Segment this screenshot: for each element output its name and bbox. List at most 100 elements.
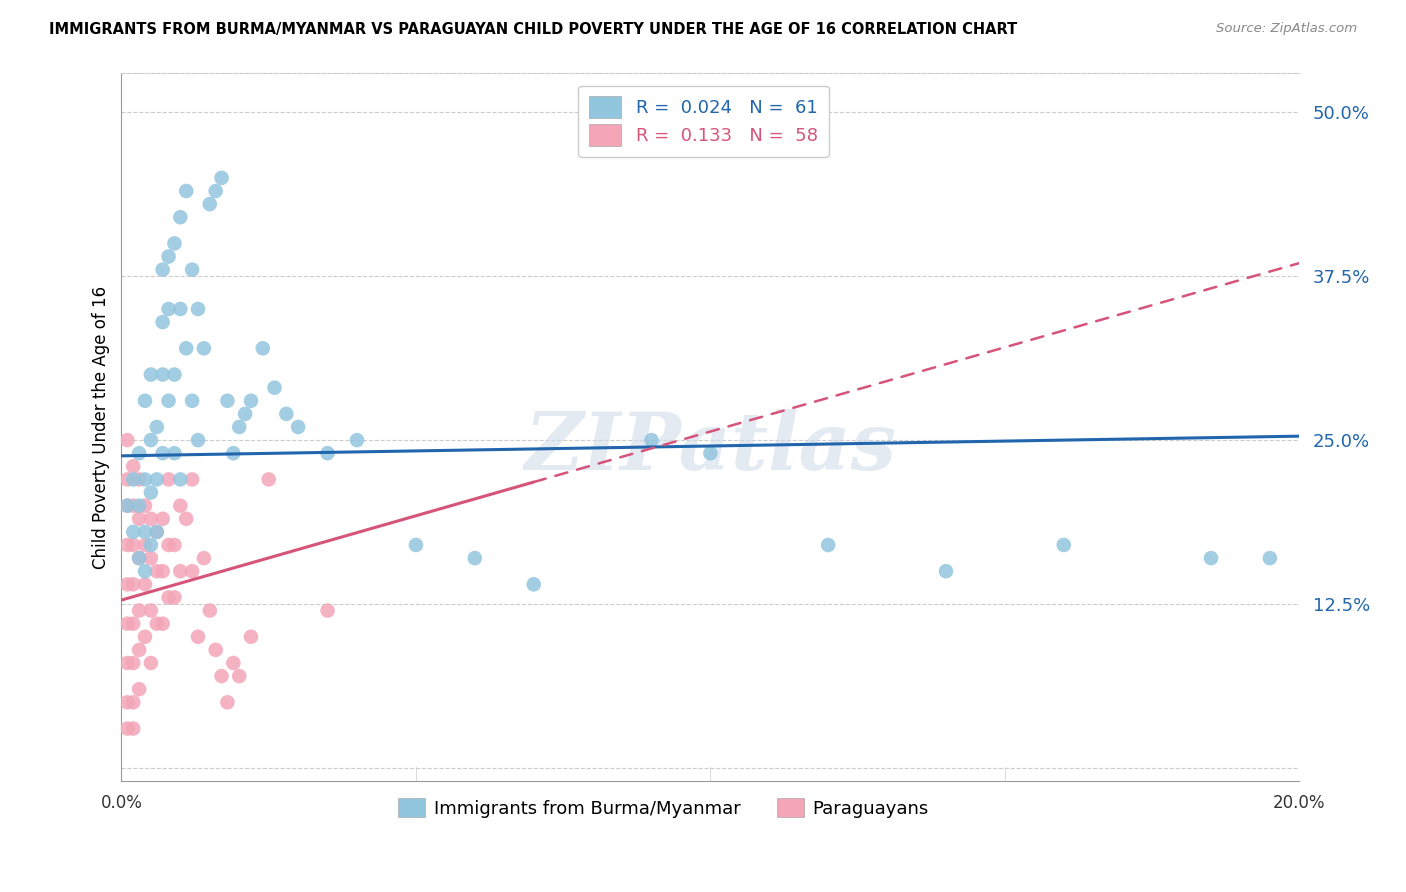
Point	[181, 262, 204, 277]
Legend: Immigrants from Burma/Myanmar, Paraguayans: Immigrants from Burma/Myanmar, Paraguaya…	[391, 791, 936, 825]
Point	[640, 433, 662, 447]
Point	[198, 197, 221, 211]
Point	[163, 368, 186, 382]
Point	[233, 407, 256, 421]
Point	[128, 682, 150, 697]
Point	[122, 577, 145, 591]
Point	[222, 446, 245, 460]
Point	[163, 236, 186, 251]
Point	[163, 591, 186, 605]
Point	[117, 577, 139, 591]
Point	[181, 393, 204, 408]
Point	[198, 603, 221, 617]
Point	[523, 577, 546, 591]
Point	[139, 538, 162, 552]
Point	[152, 368, 174, 382]
Point	[122, 472, 145, 486]
Point	[287, 420, 309, 434]
Point	[122, 695, 145, 709]
Point	[139, 656, 162, 670]
Point	[228, 669, 250, 683]
Point	[117, 616, 139, 631]
Point	[257, 472, 280, 486]
Point	[193, 551, 215, 566]
Point	[134, 538, 156, 552]
Point	[146, 420, 169, 434]
Point	[122, 499, 145, 513]
Point	[122, 524, 145, 539]
Point	[935, 564, 957, 578]
Point	[146, 616, 169, 631]
Point	[134, 393, 156, 408]
Point	[134, 499, 156, 513]
Point	[152, 262, 174, 277]
Point	[128, 472, 150, 486]
Point	[464, 551, 486, 566]
Point	[117, 499, 139, 513]
Point	[139, 551, 162, 566]
Point	[128, 446, 150, 460]
Point	[128, 512, 150, 526]
Point	[134, 472, 156, 486]
Point	[187, 433, 209, 447]
Point	[405, 538, 427, 552]
Point	[1258, 551, 1281, 566]
Point	[228, 420, 250, 434]
Point	[152, 315, 174, 329]
Point	[139, 485, 162, 500]
Point	[139, 512, 162, 526]
Point	[1199, 551, 1222, 566]
Point	[211, 170, 233, 185]
Point	[146, 472, 169, 486]
Point	[174, 184, 197, 198]
Point	[157, 301, 180, 316]
Point	[134, 577, 156, 591]
Point	[240, 393, 263, 408]
Point	[211, 669, 233, 683]
Text: IMMIGRANTS FROM BURMA/MYANMAR VS PARAGUAYAN CHILD POVERTY UNDER THE AGE OF 16 CO: IMMIGRANTS FROM BURMA/MYANMAR VS PARAGUA…	[49, 22, 1018, 37]
Point	[163, 446, 186, 460]
Point	[117, 472, 139, 486]
Point	[187, 630, 209, 644]
Y-axis label: Child Poverty Under the Age of 16: Child Poverty Under the Age of 16	[93, 285, 110, 568]
Point	[139, 603, 162, 617]
Text: ZIPatlas: ZIPatlas	[524, 409, 897, 487]
Point	[217, 695, 239, 709]
Point	[146, 524, 169, 539]
Point	[217, 393, 239, 408]
Point	[146, 524, 169, 539]
Point	[169, 564, 191, 578]
Point	[181, 564, 204, 578]
Point	[134, 630, 156, 644]
Point	[122, 616, 145, 631]
Point	[169, 472, 191, 486]
Point	[134, 564, 156, 578]
Point	[117, 695, 139, 709]
Point	[263, 381, 285, 395]
Point	[169, 499, 191, 513]
Point	[152, 616, 174, 631]
Point	[128, 603, 150, 617]
Point	[146, 564, 169, 578]
Point	[152, 564, 174, 578]
Point	[152, 512, 174, 526]
Point	[157, 393, 180, 408]
Point	[128, 551, 150, 566]
Point	[204, 643, 226, 657]
Point	[346, 433, 368, 447]
Point	[240, 630, 263, 644]
Point	[1053, 538, 1076, 552]
Text: Source: ZipAtlas.com: Source: ZipAtlas.com	[1216, 22, 1357, 36]
Point	[193, 341, 215, 355]
Point	[122, 459, 145, 474]
Point	[134, 524, 156, 539]
Point	[152, 446, 174, 460]
Point	[699, 446, 721, 460]
Point	[122, 722, 145, 736]
Point	[117, 722, 139, 736]
Point	[276, 407, 298, 421]
Point	[174, 341, 197, 355]
Point	[122, 538, 145, 552]
Point	[157, 591, 180, 605]
Point	[187, 301, 209, 316]
